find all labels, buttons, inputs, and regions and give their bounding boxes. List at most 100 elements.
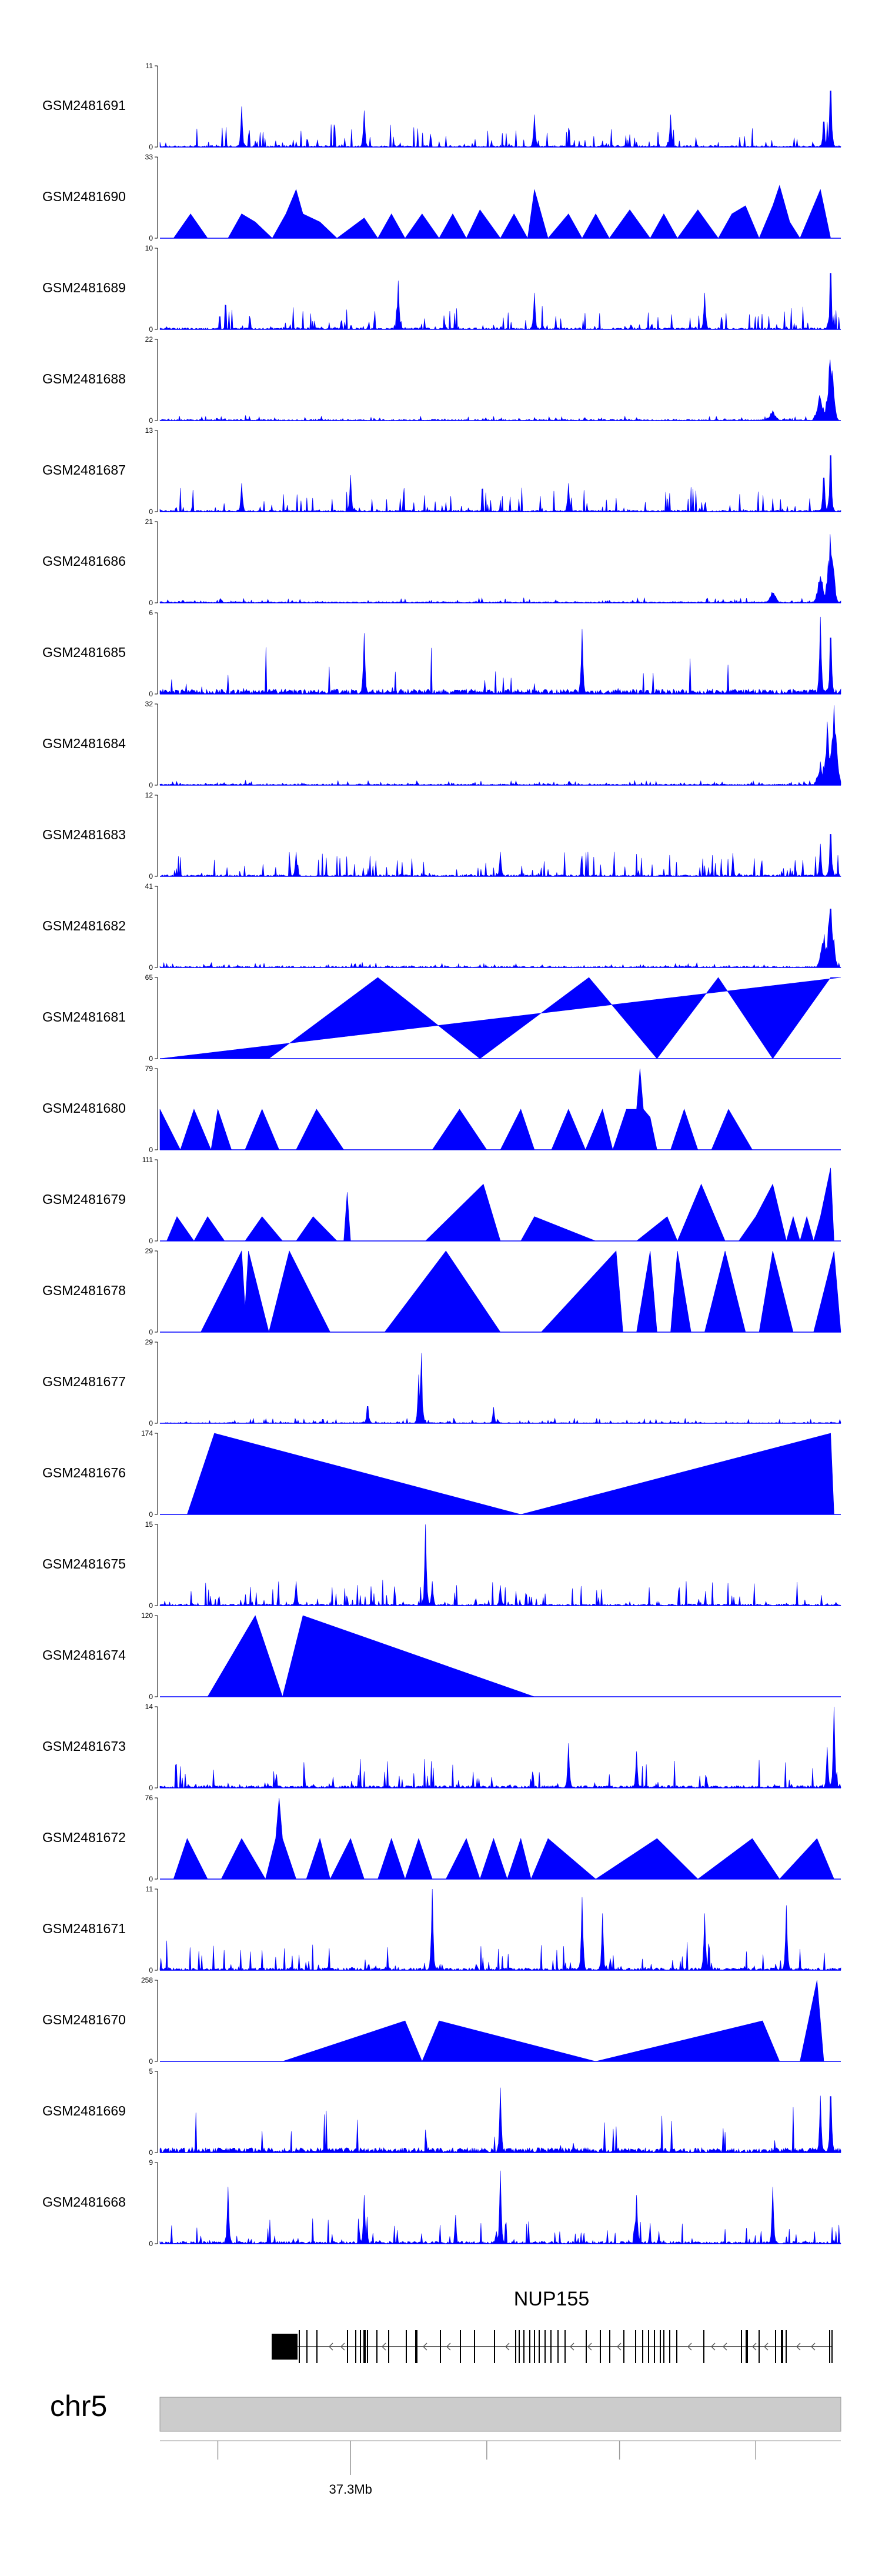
y-min-label: 0 (149, 1328, 153, 1336)
exon (609, 2330, 610, 2363)
track-GSM2481686: GSM2481686 21 0 (42, 518, 841, 607)
y-max-label: 65 (145, 973, 153, 982)
y-min-label: 0 (149, 2240, 153, 2248)
y-min-label: 0 (149, 1419, 153, 1427)
track-label: GSM2481688 (42, 371, 126, 386)
coverage-area (160, 1980, 841, 2062)
coverage-area (159, 1706, 841, 1789)
y-min-label: 0 (149, 781, 153, 789)
exon (746, 2330, 748, 2363)
coverage-area (159, 1524, 841, 1607)
strand-arrow (329, 2343, 333, 2351)
track-label: GSM2481674 (42, 1647, 126, 1663)
track-GSM2481688: GSM2481688 22 0 (42, 335, 841, 425)
exon (440, 2330, 441, 2363)
coverage-area (159, 1888, 841, 1971)
coverage-area (160, 185, 841, 239)
track-label: GSM2481684 (42, 736, 126, 751)
y-min-label: 0 (149, 1237, 153, 1245)
exon (529, 2330, 530, 2363)
track-GSM2481680: GSM2481680 79 0 (42, 1065, 841, 1154)
coverage-area (159, 91, 841, 148)
exon (367, 2330, 368, 2363)
exon (355, 2330, 356, 2363)
y-min-label: 0 (149, 143, 153, 151)
exon (460, 2330, 461, 2363)
track-GSM2481685: GSM2481685 6 0 (42, 609, 841, 698)
y-min-label: 0 (149, 1784, 153, 1792)
exon (831, 2330, 833, 2363)
exon (306, 2330, 308, 2363)
exon (669, 2330, 670, 2363)
coverage-area (159, 834, 842, 877)
track-GSM2481677: GSM2481677 29 0 (42, 1338, 841, 1427)
track-GSM2481676: GSM2481676 174 0 (42, 1429, 841, 1519)
y-max-label: 12 (145, 791, 153, 799)
track-label: GSM2481681 (42, 1009, 126, 1025)
exon (586, 2330, 587, 2363)
y-min-label: 0 (149, 234, 153, 242)
exon (299, 2330, 300, 2363)
exon (759, 2330, 760, 2363)
track-GSM2481690: GSM2481690 33 0 (42, 153, 841, 242)
strand-arrow (587, 2343, 592, 2351)
track-GSM2481679: GSM2481679 111 0 (42, 1156, 841, 1245)
track-GSM2481678: GSM2481678 29 0 (42, 1247, 841, 1336)
track-GSM2481689: GSM2481689 10 0 (42, 244, 841, 333)
exon (703, 2330, 704, 2363)
exon (494, 2330, 495, 2363)
track-GSM2481675: GSM2481675 15 0 (42, 1520, 841, 1610)
track-GSM2481672: GSM2481672 76 0 (42, 1794, 841, 1883)
y-max-label: 111 (142, 1156, 153, 1164)
exon (550, 2330, 552, 2363)
track-GSM2481682: GSM2481682 41 0 (42, 882, 841, 972)
exon (523, 2330, 524, 2363)
track-label: GSM2481679 (42, 1192, 126, 1207)
gene-model-nup155 (272, 2330, 833, 2363)
y-min-label: 0 (149, 2057, 153, 2066)
strand-arrow (382, 2343, 386, 2351)
strand-arrow (796, 2343, 801, 2351)
coverage-area (159, 1068, 841, 1151)
y-min-label: 0 (149, 1693, 153, 1701)
y-min-label: 0 (149, 690, 153, 698)
strand-arrow (505, 2343, 510, 2351)
y-max-label: 14 (145, 1703, 153, 1711)
y-min-label: 0 (149, 508, 153, 516)
strand-arrow (764, 2343, 769, 2351)
exon (388, 2330, 389, 2363)
y-max-label: 11 (146, 1885, 153, 1893)
exon (775, 2330, 776, 2363)
coverage-area (159, 455, 841, 513)
chromosome-ideogram-bar (159, 2397, 841, 2432)
track-GSM2481673: GSM2481673 14 0 (42, 1703, 841, 1792)
exon (363, 2330, 366, 2363)
coverage-tracks: GSM2481691110GSM2481690330GSM2481689100G… (42, 62, 842, 2248)
exon (660, 2330, 661, 2363)
y-max-label: 79 (145, 1065, 153, 1073)
y-max-label: 41 (145, 882, 153, 890)
track-GSM2481674: GSM2481674 120 0 (42, 1611, 841, 1701)
coverage-area (159, 616, 841, 695)
y-min-label: 0 (149, 325, 153, 333)
y-max-label: 13 (145, 426, 153, 435)
coverage-area (160, 1433, 841, 1515)
track-GSM2481669: GSM2481669 5 0 (42, 2067, 841, 2157)
track-label: GSM2481677 (42, 1374, 126, 1389)
coverage-area (159, 2087, 841, 2154)
track-label: GSM2481687 (42, 462, 126, 478)
genomic-axis (160, 2440, 841, 2475)
track-label: GSM2481671 (42, 1921, 126, 1936)
track-GSM2481670: GSM2481670 258 0 (42, 1976, 841, 2066)
strand-arrow (446, 2343, 451, 2351)
exon (376, 2330, 377, 2363)
y-max-label: 15 (145, 1520, 153, 1529)
coverage-area (159, 977, 841, 1059)
exon (654, 2330, 655, 2363)
track-GSM2481691: GSM2481691 11 0 (42, 62, 841, 151)
exon (623, 2330, 624, 2363)
exon (316, 2330, 318, 2363)
y-min-label: 0 (149, 1875, 153, 1883)
track-GSM2481684: GSM2481684 32 0 (42, 700, 841, 789)
exon (557, 2330, 559, 2363)
